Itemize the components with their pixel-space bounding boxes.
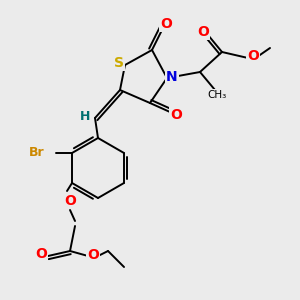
Text: O: O: [64, 194, 76, 208]
Text: CH₃: CH₃: [207, 90, 226, 100]
Text: S: S: [114, 56, 124, 70]
Text: N: N: [166, 70, 178, 84]
Text: H: H: [80, 110, 90, 122]
Text: O: O: [197, 25, 209, 39]
Text: O: O: [170, 108, 182, 122]
Text: O: O: [160, 17, 172, 31]
Text: O: O: [247, 49, 259, 63]
Text: O: O: [35, 247, 47, 261]
Text: Br: Br: [28, 146, 44, 160]
Text: O: O: [87, 248, 99, 262]
